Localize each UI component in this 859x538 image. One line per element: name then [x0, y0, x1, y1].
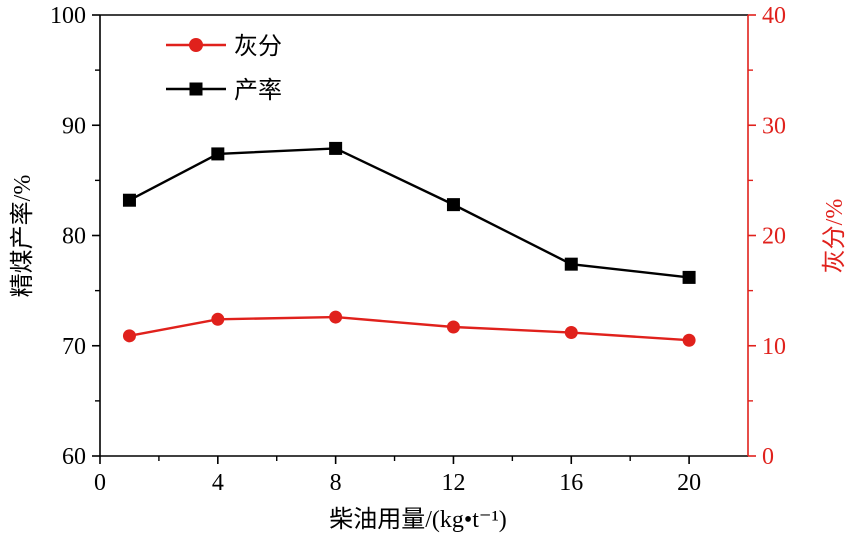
- series-line-ash: [129, 315, 690, 342]
- data-point-yield: [329, 141, 343, 155]
- left-y-tick-label: 80: [62, 224, 86, 250]
- right-y-axis-ticks: 0 10 20 30 40: [748, 3, 786, 470]
- left-y-tick-label: 90: [62, 113, 86, 139]
- data-point-yield: [446, 198, 460, 212]
- left-y-axis-label: 精煤产率/%: [9, 175, 36, 298]
- right-y-tick-label: 20: [762, 224, 786, 250]
- left-y-tick-label: 60: [62, 444, 86, 470]
- left-y-axis-ticks: 60 70 80 90 100: [50, 3, 100, 470]
- series-line-yield: [128, 147, 690, 279]
- data-point-yield: [122, 193, 136, 207]
- data-point-yield: [682, 270, 696, 284]
- legend-label-yield: 产率: [234, 77, 282, 104]
- legend-marker-yield: [189, 82, 203, 96]
- x-axis-label: 柴油用量/(kg•t⁻¹): [329, 506, 507, 533]
- data-point-yield: [564, 257, 578, 271]
- x-tick-label: 0: [94, 470, 106, 496]
- data-point-ash: [122, 329, 136, 343]
- legend: 灰分 产率: [166, 33, 282, 104]
- x-axis-ticks: 0 4 8 12 16 20: [94, 456, 701, 496]
- legend-label-ash: 灰分: [234, 33, 282, 60]
- left-y-tick-label: 70: [62, 334, 86, 360]
- series-group: [122, 141, 696, 347]
- data-point-ash: [329, 310, 343, 324]
- right-y-tick-label: 10: [762, 334, 786, 360]
- x-tick-label: 20: [677, 470, 701, 496]
- right-y-axis-label: 灰分/%: [821, 199, 848, 274]
- right-y-tick-label: 40: [762, 3, 786, 29]
- left-y-tick-label: 100: [50, 3, 86, 29]
- x-tick-label: 12: [441, 470, 465, 496]
- legend-item-yield: 产率: [166, 77, 282, 104]
- data-point-ash: [211, 312, 225, 326]
- legend-marker-ash: [189, 38, 203, 52]
- x-tick-label: 16: [559, 470, 583, 496]
- legend-item-ash: 灰分: [166, 33, 282, 60]
- data-point-ash: [564, 326, 578, 340]
- right-y-tick-label: 0: [762, 444, 774, 470]
- data-point-ash: [446, 320, 460, 334]
- right-y-tick-label: 30: [762, 113, 786, 139]
- axes: [99, 14, 749, 457]
- data-point-yield: [211, 147, 225, 161]
- data-point-ash: [682, 333, 696, 347]
- x-tick-label: 8: [330, 470, 342, 496]
- x-tick-label: 4: [212, 470, 224, 496]
